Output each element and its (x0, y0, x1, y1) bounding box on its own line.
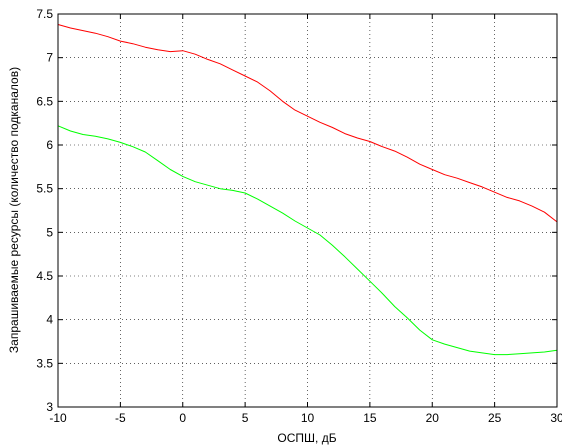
red-series-line (57, 24, 558, 223)
series-group (57, 24, 558, 356)
y-tick-label: 4.5 (36, 269, 53, 283)
y-tick-labels: 3 3.5 4 4.5 5 5.5 6 6.5 7 7.5 (36, 7, 53, 414)
green-series-line (57, 125, 558, 356)
x-tick-label: -5 (115, 411, 126, 425)
ticks (57, 13, 558, 408)
x-tick-label: 5 (242, 411, 249, 425)
y-tick-label: 6 (46, 138, 53, 152)
x-tick-label: -10 (49, 411, 67, 425)
y-tick-label: 3.5 (36, 356, 53, 370)
x-tick-label: 10 (301, 411, 315, 425)
x-axis-label: ОСПШ, дБ (277, 431, 336, 445)
y-tick-label: 7 (46, 51, 53, 65)
y-axis-label: Запрашиваемые ресурсы (количество подкан… (7, 67, 21, 353)
grid (58, 14, 557, 407)
x-tick-label: 30 (550, 411, 562, 425)
y-tick-label: 6.5 (36, 94, 53, 108)
y-tick-label: 4 (46, 313, 53, 327)
x-tick-label: 20 (426, 411, 440, 425)
y-tick-label: 5.5 (36, 182, 53, 196)
x-tick-labels: -10 -5 0 5 10 15 20 25 30 (49, 411, 562, 425)
x-tick-label: 25 (488, 411, 502, 425)
x-tick-label: 0 (179, 411, 186, 425)
x-tick-label: 15 (363, 411, 377, 425)
y-tick-label: 3 (46, 400, 53, 414)
y-tick-label: 7.5 (36, 7, 53, 21)
y-tick-label: 5 (46, 225, 53, 239)
